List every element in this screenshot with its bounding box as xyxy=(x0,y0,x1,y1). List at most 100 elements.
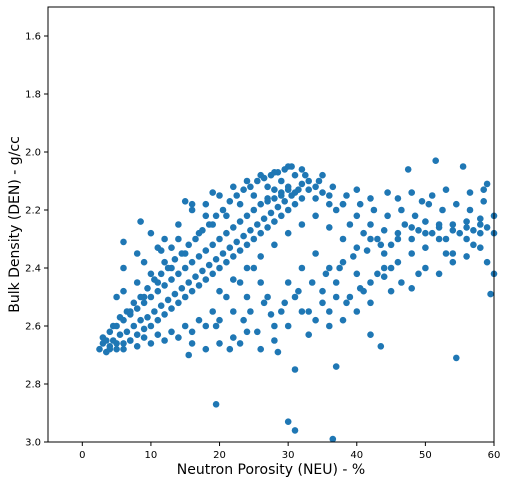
data-point xyxy=(181,322,189,330)
data-point xyxy=(202,345,210,353)
data-point xyxy=(147,322,155,330)
data-point xyxy=(315,177,323,185)
data-point xyxy=(329,435,337,443)
data-point xyxy=(205,261,213,269)
data-point xyxy=(250,192,258,199)
data-point xyxy=(120,340,127,347)
data-point xyxy=(466,206,474,214)
data-point xyxy=(212,212,220,220)
data-point xyxy=(216,340,223,347)
data-point xyxy=(127,337,134,344)
data-point xyxy=(188,258,196,266)
data-point xyxy=(284,418,292,426)
data-point xyxy=(380,227,388,234)
data-point xyxy=(339,200,347,208)
data-point xyxy=(278,189,285,196)
data-point xyxy=(199,227,206,234)
data-point xyxy=(463,235,470,243)
data-point xyxy=(336,264,343,272)
data-point xyxy=(284,229,292,237)
data-point xyxy=(449,221,457,228)
data-point xyxy=(161,282,168,289)
data-point xyxy=(312,316,319,324)
data-point xyxy=(178,250,186,257)
data-point xyxy=(284,279,292,286)
data-point xyxy=(168,305,175,312)
data-point xyxy=(367,331,374,339)
data-point xyxy=(339,235,347,243)
data-point xyxy=(271,186,278,193)
data-point xyxy=(353,212,361,220)
data-point xyxy=(168,244,175,251)
data-point xyxy=(384,212,391,220)
data-point xyxy=(346,221,354,228)
data-point xyxy=(140,258,148,266)
data-point xyxy=(133,343,141,350)
data-point xyxy=(171,290,179,298)
data-point xyxy=(230,308,237,315)
data-point xyxy=(130,322,138,330)
data-point xyxy=(264,293,271,301)
x-tick-label: 20 xyxy=(213,450,226,461)
data-point xyxy=(161,311,168,318)
data-point xyxy=(453,200,460,208)
data-point xyxy=(380,250,388,257)
data-point xyxy=(271,218,278,225)
data-point xyxy=(260,299,268,307)
data-point xyxy=(188,340,196,347)
data-point xyxy=(394,229,402,237)
data-point xyxy=(161,235,168,243)
data-point xyxy=(219,206,227,214)
data-point xyxy=(230,253,237,260)
x-tick-label: 60 xyxy=(488,450,501,461)
data-point xyxy=(326,192,333,199)
data-point xyxy=(398,279,405,286)
data-point xyxy=(449,258,457,266)
data-point xyxy=(422,218,429,225)
data-point xyxy=(202,212,210,220)
data-point xyxy=(192,273,199,281)
data-point xyxy=(274,348,282,356)
data-point xyxy=(367,195,374,202)
y-tick-label: 2.6 xyxy=(25,322,41,333)
data-point xyxy=(332,293,340,301)
data-point xyxy=(195,253,203,260)
data-point xyxy=(353,270,361,278)
data-point xyxy=(387,241,395,249)
data-point xyxy=(477,215,484,222)
data-point xyxy=(140,299,148,307)
data-point xyxy=(96,345,103,353)
data-point xyxy=(236,340,244,347)
data-point xyxy=(449,250,457,257)
data-point xyxy=(120,264,127,272)
data-point xyxy=(175,235,182,243)
data-point xyxy=(298,221,306,228)
data-point xyxy=(305,331,313,339)
data-point xyxy=(223,229,230,237)
data-point xyxy=(106,345,114,353)
data-point xyxy=(175,334,182,341)
data-point xyxy=(370,206,378,214)
data-point xyxy=(394,258,402,266)
data-point xyxy=(154,316,162,324)
plot-area xyxy=(48,7,494,442)
data-point xyxy=(291,293,299,301)
data-point xyxy=(113,340,120,347)
y-tick-label: 2.2 xyxy=(25,206,41,217)
data-point xyxy=(230,224,237,231)
y-tick-label: 1.6 xyxy=(25,32,41,43)
data-point xyxy=(113,322,120,330)
data-point xyxy=(188,287,196,295)
data-point xyxy=(353,308,361,315)
data-point xyxy=(240,186,247,193)
x-tick-label: 0 xyxy=(79,450,85,461)
data-point xyxy=(350,253,357,260)
data-point xyxy=(195,316,203,324)
y-tick-label: 2.0 xyxy=(25,148,41,159)
points-layer xyxy=(96,157,498,443)
data-point xyxy=(257,229,265,237)
data-point xyxy=(487,290,494,298)
data-point xyxy=(408,285,416,292)
data-point xyxy=(387,287,395,295)
data-point xyxy=(477,244,484,251)
